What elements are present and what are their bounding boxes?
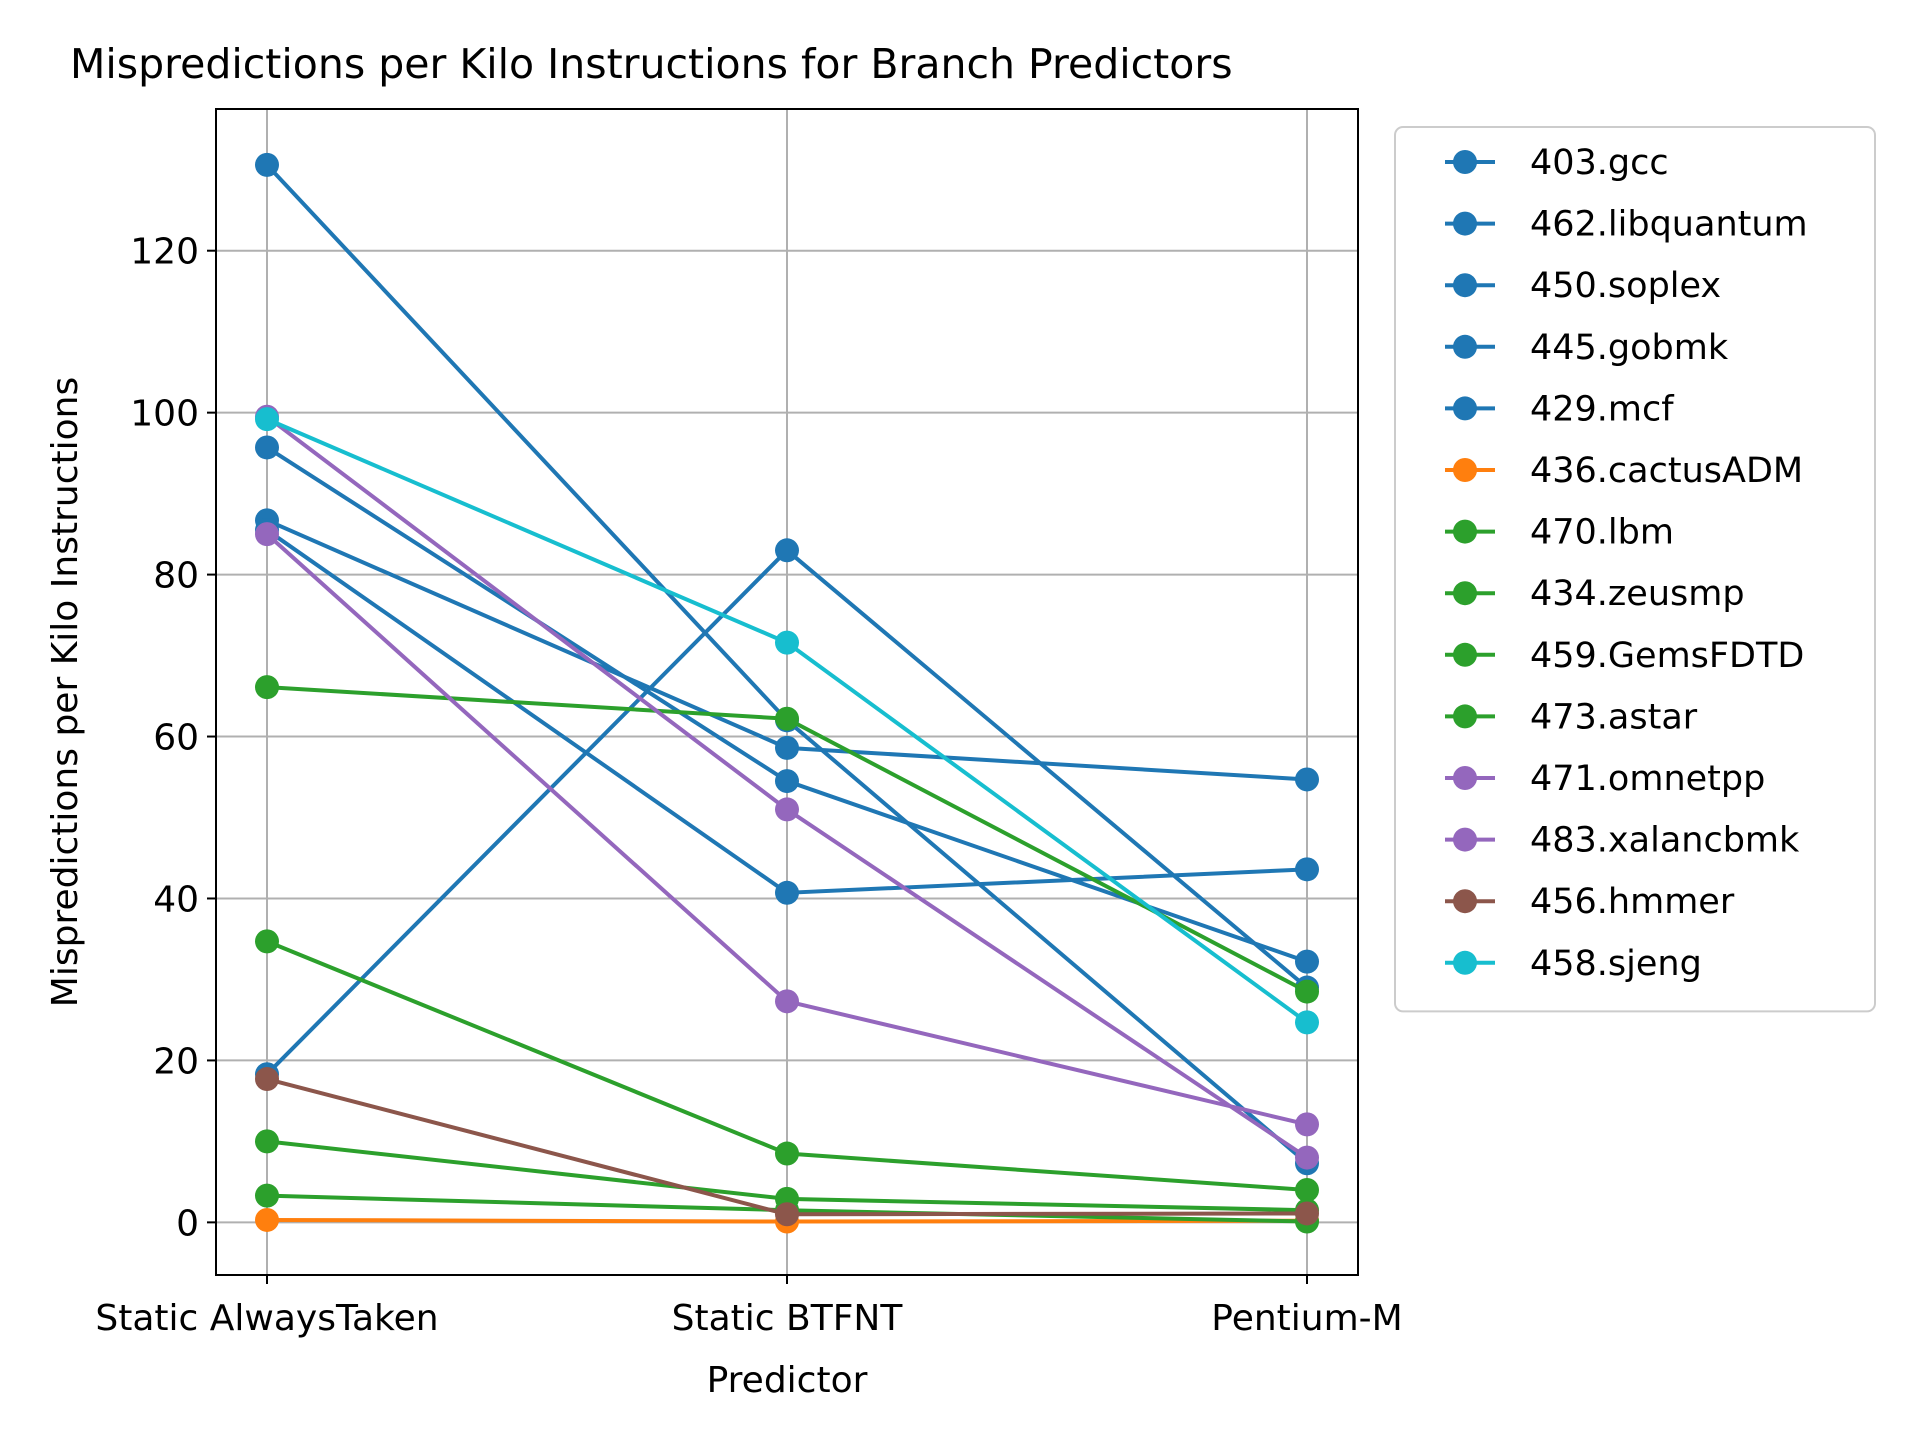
series xyxy=(255,675,1319,1004)
data-point xyxy=(775,1202,799,1227)
x-tick-label: Static AlwaysTaken xyxy=(95,1298,438,1339)
x-tick-label: Static BTFNT xyxy=(672,1298,904,1339)
legend-item: 450.soplex xyxy=(1445,266,1721,306)
chart-title: Mispredictions per Kilo Instructions for… xyxy=(70,40,1233,88)
legend-marker xyxy=(1453,211,1477,236)
data-point xyxy=(775,1141,799,1166)
legend-label: 483.xalancbmk xyxy=(1530,821,1800,861)
legend-item: 459.GemsFDTD xyxy=(1445,636,1804,676)
data-point xyxy=(255,1183,279,1208)
data-point xyxy=(775,880,799,905)
legend-label: 445.gobmk xyxy=(1530,328,1729,368)
legend-label: 434.zeusmp xyxy=(1530,574,1745,614)
legend-label: 470.lbm xyxy=(1530,513,1674,553)
legend-label: 456.hmmer xyxy=(1530,882,1735,922)
legend-marker xyxy=(1453,273,1477,298)
legend-marker xyxy=(1453,396,1477,421)
data-point xyxy=(775,538,799,563)
legend-marker xyxy=(1453,334,1477,359)
legend-item: 470.lbm xyxy=(1445,513,1674,553)
legend-marker xyxy=(1453,827,1477,852)
legend-label: 436.cactusADM xyxy=(1530,451,1803,491)
data-point xyxy=(255,522,279,547)
series xyxy=(255,404,1319,1170)
data-point xyxy=(1295,767,1319,792)
legend-item: 434.zeusmp xyxy=(1445,574,1745,614)
y-tick-label: 100 xyxy=(130,394,199,435)
y-axis: 0 20 40 60 80 100 120 xyxy=(130,232,216,1244)
legend-marker xyxy=(1453,581,1477,606)
y-tick-label: 0 xyxy=(176,1203,199,1244)
legend-item: 436.cactusADM xyxy=(1445,451,1803,491)
legend-marker xyxy=(1453,642,1477,667)
data-point xyxy=(775,735,799,760)
legend-item: 445.gobmk xyxy=(1445,328,1729,368)
data-point xyxy=(1295,979,1319,1004)
legend-label: 471.omnetpp xyxy=(1530,759,1765,799)
legend-marker xyxy=(1453,766,1477,790)
legend-marker xyxy=(1453,519,1477,544)
data-point xyxy=(255,1067,279,1092)
y-axis-label: Mispredictions per Kilo Instructions xyxy=(45,377,86,1007)
data-point xyxy=(1295,1145,1319,1170)
legend-item: 462.libquantum xyxy=(1445,205,1808,245)
legend-label: 429.mcf xyxy=(1530,389,1674,429)
data-point xyxy=(255,152,279,177)
legend-item: 429.mcf xyxy=(1445,389,1674,429)
legend-box xyxy=(1394,126,1876,1013)
legend-item: 473.astar xyxy=(1445,697,1698,737)
legend-label: 458.sjeng xyxy=(1530,944,1702,984)
x-axis: Static AlwaysTaken Static BTFNT Pentium-M xyxy=(95,1275,1403,1339)
y-tick-label: 20 xyxy=(153,1041,199,1082)
data-point xyxy=(1295,857,1319,882)
data-point xyxy=(1295,1177,1319,1202)
series xyxy=(255,522,1319,1137)
x-axis-label: Predictor xyxy=(707,1360,868,1401)
y-tick-label: 80 xyxy=(153,556,199,597)
legend-label: 462.libquantum xyxy=(1530,205,1808,245)
legend-marker xyxy=(1453,950,1477,975)
y-tick-label: 120 xyxy=(130,232,199,273)
data-point xyxy=(255,435,279,460)
legend-label: 459.GemsFDTD xyxy=(1530,636,1804,676)
data-point xyxy=(775,630,799,655)
legend-item: 458.sjeng xyxy=(1445,944,1702,984)
data-point xyxy=(255,929,279,954)
x-tick-label: Pentium-M xyxy=(1211,1298,1402,1339)
data-point xyxy=(775,706,799,731)
legend-marker xyxy=(1453,458,1477,482)
data-point xyxy=(255,1129,279,1154)
legend-marker xyxy=(1453,704,1477,729)
data-point xyxy=(775,797,799,822)
legend-item: 456.hmmer xyxy=(1445,882,1735,922)
legend-label: 403.gcc xyxy=(1530,143,1669,183)
y-tick-label: 40 xyxy=(153,879,199,920)
data-point xyxy=(1295,1010,1319,1035)
data-point xyxy=(1295,949,1319,974)
legend: 403.gcc 462.libquantum 450.soplex 445.gobmk… xyxy=(1394,126,1876,1013)
series xyxy=(255,1067,1319,1227)
series-layer xyxy=(255,152,1319,1234)
legend-marker xyxy=(1453,889,1477,914)
legend-marker xyxy=(1453,150,1477,174)
legend-label: 450.soplex xyxy=(1530,266,1721,306)
data-point xyxy=(255,407,279,432)
data-point xyxy=(1295,1201,1319,1226)
series xyxy=(255,929,1319,1202)
legend-item: 483.xalancbmk xyxy=(1445,821,1800,861)
legend-item: 403.gcc xyxy=(1445,143,1669,183)
series xyxy=(255,407,1319,1035)
data-point xyxy=(775,989,799,1014)
legend-item: 471.omnetpp xyxy=(1445,759,1765,799)
data-point xyxy=(1295,1112,1319,1137)
data-point xyxy=(255,1207,279,1232)
data-point xyxy=(255,675,279,700)
legend-label: 473.astar xyxy=(1530,697,1698,737)
y-tick-label: 60 xyxy=(153,718,199,759)
data-point xyxy=(775,769,799,794)
